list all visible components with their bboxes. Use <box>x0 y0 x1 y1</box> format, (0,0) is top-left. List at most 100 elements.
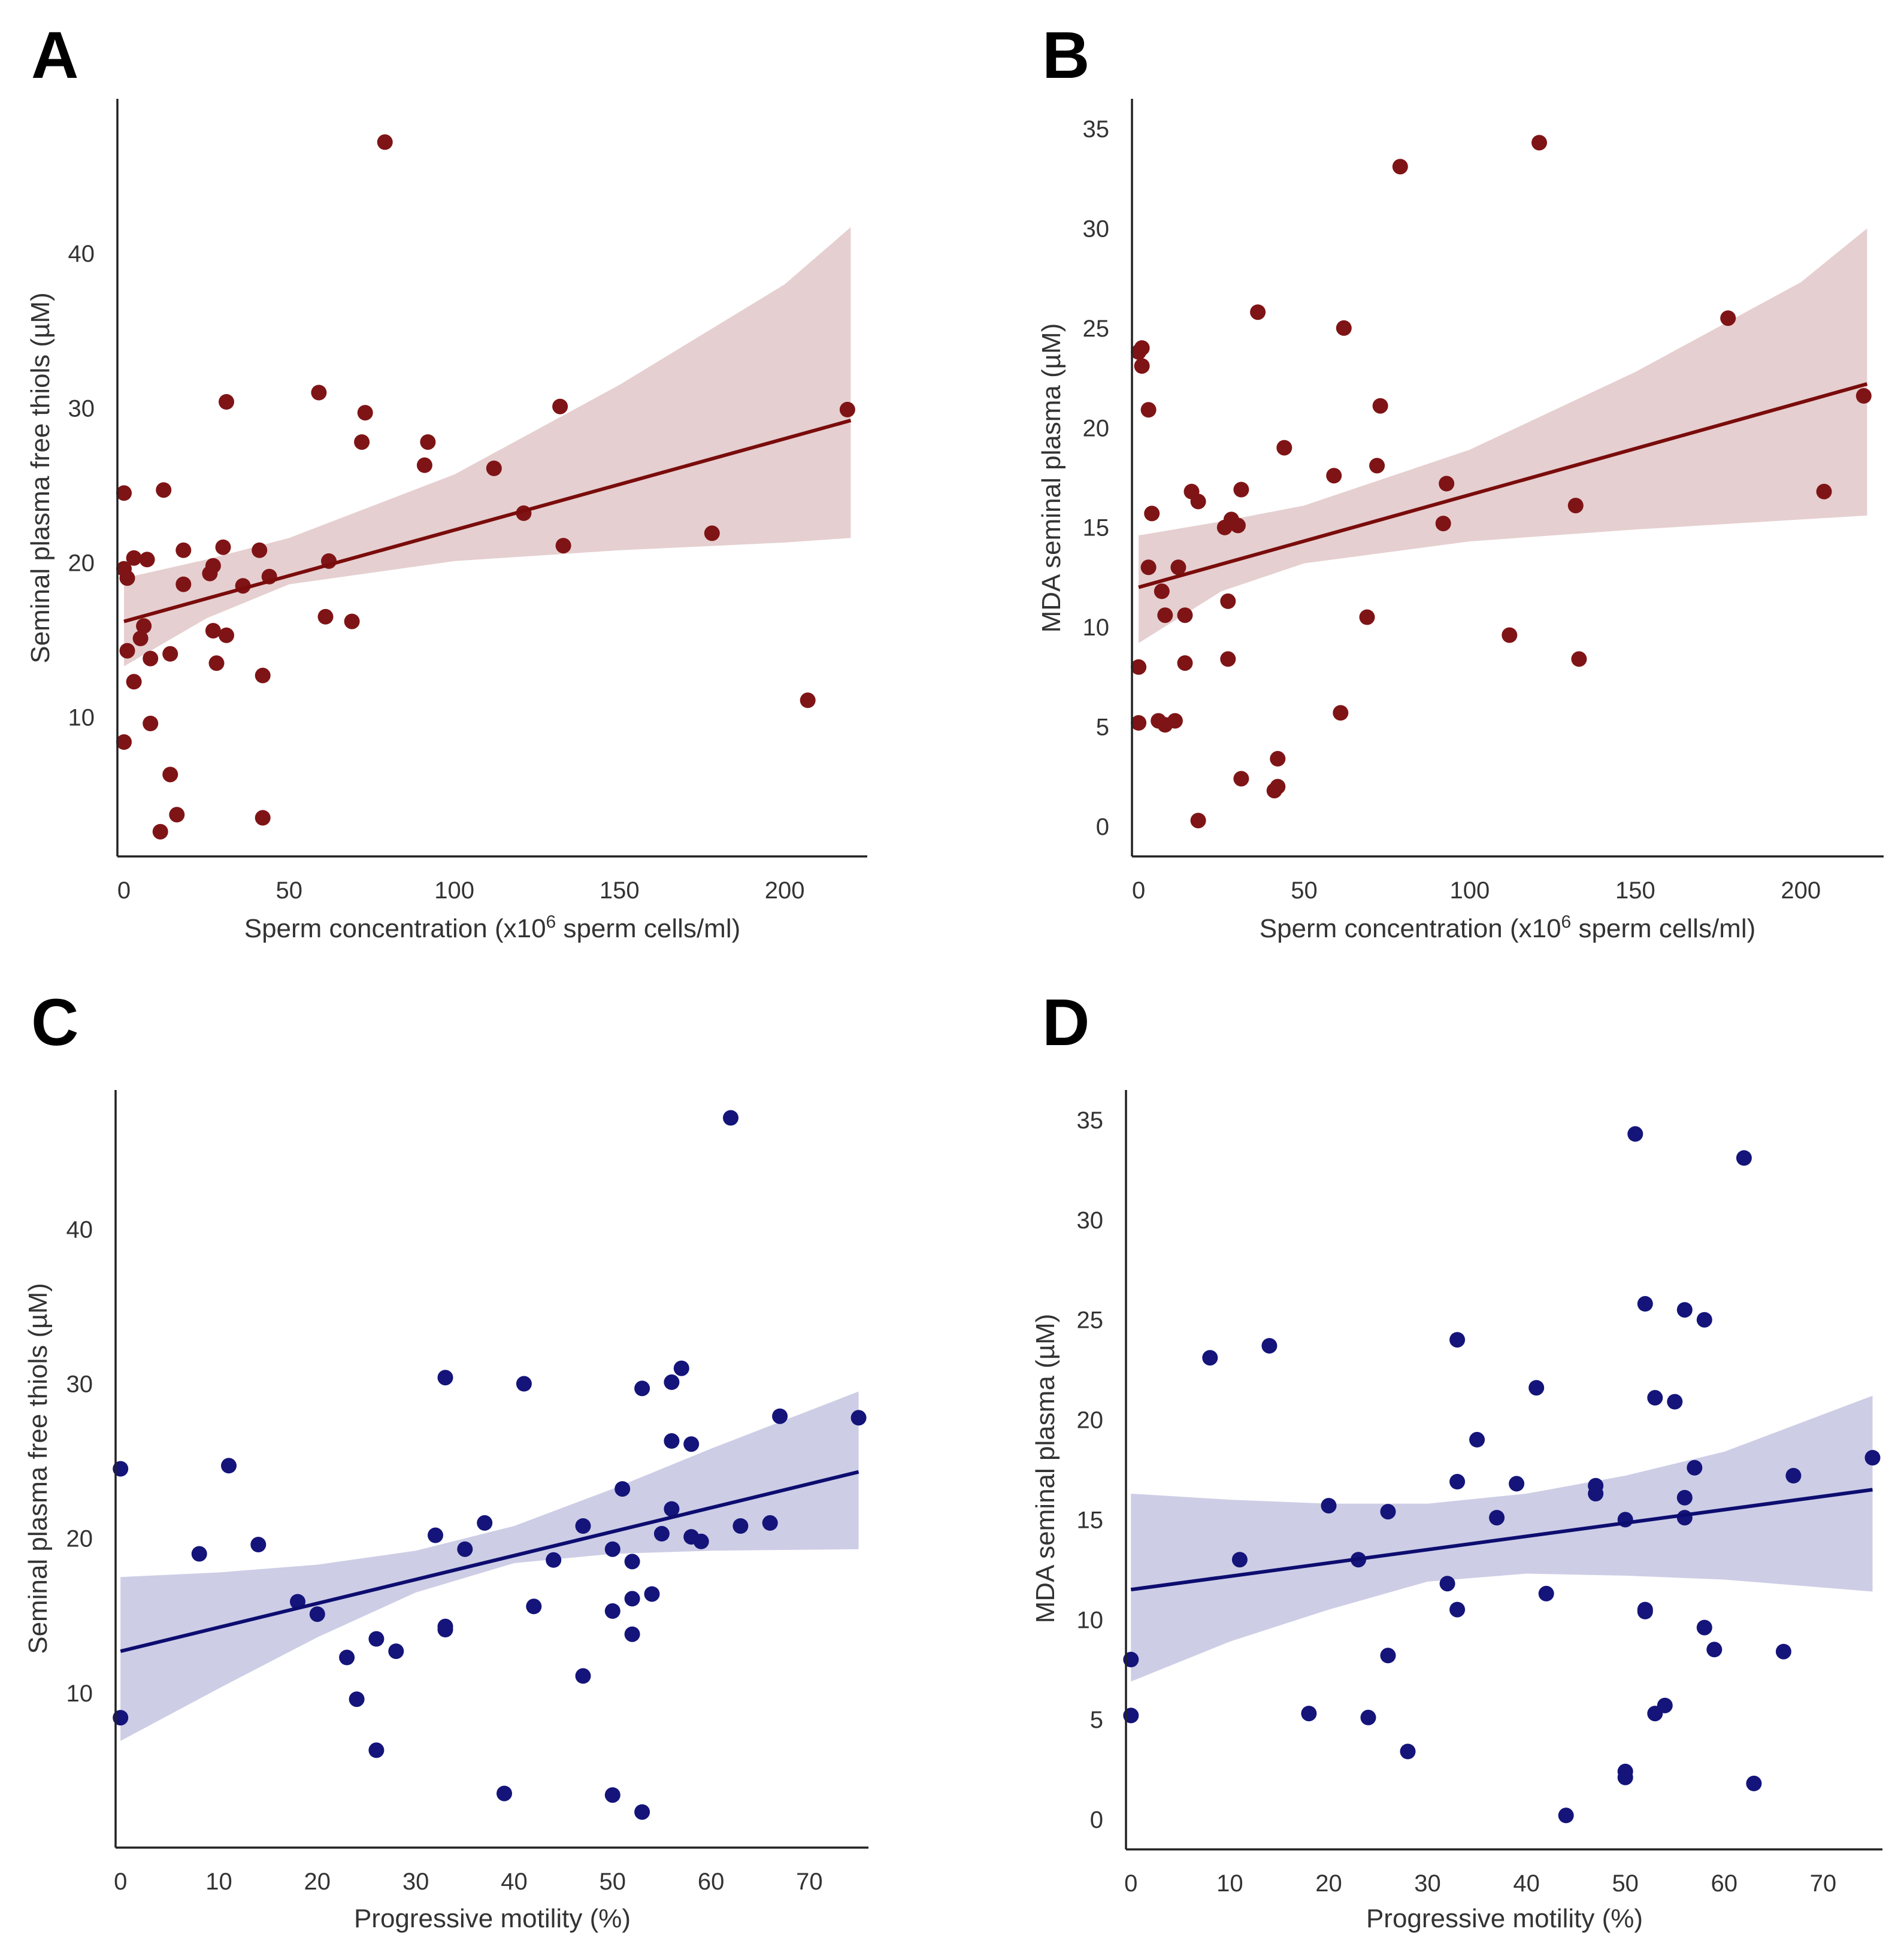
panel-d-letter: D <box>1042 986 1089 1059</box>
panel-b-data-point <box>1435 516 1451 532</box>
panel-b-x-axis-label: Sperm concentration (x106 sperm cells/ml… <box>1260 912 1756 944</box>
panel-c-y-tick-label: 20 <box>66 1526 93 1552</box>
panel-a-data-point <box>205 558 221 574</box>
panel-b-plot: 0 50 100 150 200 0 5 10 15 20 25 30 35 <box>1083 99 1884 904</box>
panel-c-y-tick-label: 40 <box>66 1216 93 1243</box>
panel-a-x-tick-label: 200 <box>765 877 805 904</box>
panel-c-data-point <box>604 1603 620 1619</box>
panel-d-data-point <box>1676 1510 1693 1526</box>
panel-d-data-point <box>1588 1486 1604 1501</box>
panel-d-y-tick-label: 30 <box>1077 1207 1104 1234</box>
panel-a-data-point <box>839 401 855 417</box>
panel-d-data-point <box>1123 1707 1139 1724</box>
panel-b-x-tick-label: 50 <box>1291 877 1318 904</box>
panel-b: B 0 50 100 150 200 0 5 10 15 20 25 30 35 Sperm conce… <box>1037 19 1884 943</box>
panel-d-y-tick-label: 25 <box>1077 1307 1104 1334</box>
panel-b-data-point <box>1816 483 1832 499</box>
panel-a-data-point <box>119 643 135 659</box>
panel-a-data-point <box>344 613 360 629</box>
panel-b-data-point <box>1230 517 1246 534</box>
panel-a-data-point <box>317 608 334 625</box>
panel-a: A 0 50 100 150 200 10 20 30 40 Sperm concentrati… <box>26 19 867 943</box>
panel-c-data-point <box>516 1376 532 1392</box>
panel-c-data-point <box>683 1436 700 1452</box>
panel-a-data-point <box>162 646 178 662</box>
panel-c-data-point <box>368 1742 385 1758</box>
panel-c-data-point <box>250 1537 267 1552</box>
panel-a-data-point <box>252 542 268 558</box>
panel-d-y-axis-label: MDA seminal plasma (µM) <box>1031 1314 1060 1624</box>
panel-d-x-tick-label: 0 <box>1124 1870 1137 1897</box>
panel-b-y-tick-label: 0 <box>1096 814 1109 840</box>
panel-b-data-point <box>1502 627 1518 643</box>
panel-d-data-point <box>1538 1585 1554 1601</box>
panel-c-data-point <box>575 1668 591 1684</box>
panel-a-data-point <box>416 457 432 473</box>
panel-b-x-tick-label: 100 <box>1450 877 1490 904</box>
panel-a-data-point <box>219 627 234 643</box>
panel-d-y-tick-label: 5 <box>1090 1707 1103 1733</box>
panel-a-regression-line <box>123 419 852 623</box>
panel-c-data-point <box>772 1408 788 1424</box>
panel-b-y-tick-label: 30 <box>1083 216 1110 242</box>
panel-a-data-point <box>175 542 192 558</box>
panel-a-data-point <box>132 631 149 646</box>
panel-d-data-point <box>1696 1312 1712 1328</box>
panel-a-data-point <box>552 398 568 414</box>
panel-c-x-tick-label: 10 <box>205 1869 232 1895</box>
panel-d-data-point <box>1509 1476 1525 1492</box>
panel-a-x-tick-label: 0 <box>117 877 131 904</box>
panel-c-data-point <box>634 1380 650 1397</box>
panel-d-plot: 0 10 20 30 40 50 60 70 0 5 10 15 20 25 30 35 <box>1077 1090 1882 1897</box>
panel-d-x-tick-label: 20 <box>1315 1870 1342 1897</box>
panel-d-x-axis-label: Progressive motility (%) <box>1366 1904 1643 1933</box>
panel-a-data-point <box>116 485 132 501</box>
panel-c-data-point <box>309 1606 325 1622</box>
panel-c-data-point <box>604 1787 620 1803</box>
panel-a-x-axis-label: Sperm concentration (x106 sperm cells/ml… <box>244 912 741 944</box>
panel-a-data-point <box>169 807 185 823</box>
panel-d-data-point <box>1696 1619 1712 1636</box>
panel-c-data-point <box>191 1546 207 1562</box>
panel-b-confidence-band <box>1139 228 1867 643</box>
panel-c-data-point <box>624 1591 640 1607</box>
panel-c-data-point <box>437 1370 453 1386</box>
panel-c-data-point <box>664 1433 680 1449</box>
panel-d-data-point <box>1449 1601 1466 1618</box>
panel-b-data-point <box>1276 440 1292 456</box>
panel-a-y-tick-label: 30 <box>68 395 95 422</box>
panel-d-data-point <box>1785 1468 1802 1483</box>
panel-d-data-point <box>1637 1603 1653 1619</box>
panel-a-data-point <box>139 552 155 568</box>
panel-c-y-tick-label: 10 <box>66 1681 93 1707</box>
panel-a-y-tick-label: 20 <box>68 550 95 577</box>
panel-b-data-point <box>1567 498 1584 514</box>
panel-d-y-tick-label: 0 <box>1090 1807 1103 1833</box>
panel-b-y-axis-label: MDA seminal plasma (µM) <box>1037 323 1066 633</box>
panel-d-data-point <box>1202 1350 1218 1366</box>
panel-a-data-point <box>357 405 373 421</box>
panel-d-y-tick-label: 15 <box>1077 1507 1104 1533</box>
panel-b-data-point <box>1233 482 1249 498</box>
panel-a-data-point <box>126 674 142 690</box>
panel-b-y-tick-label: 5 <box>1096 714 1109 741</box>
panel-b-data-point <box>1720 310 1736 326</box>
panel-c-data-point <box>664 1501 680 1517</box>
panel-c-data-point <box>615 1481 631 1497</box>
panel-a-x-tick-label: 50 <box>276 877 303 904</box>
panel-c-y-tick-label: 30 <box>66 1371 93 1398</box>
panel-d-data-point <box>1706 1642 1723 1658</box>
panel-c-data-point <box>221 1458 237 1474</box>
panel-d-y-tick-label: 35 <box>1077 1107 1104 1134</box>
panel-a-data-point <box>156 482 172 498</box>
panel-b-data-point <box>1326 468 1342 484</box>
panel-b-data-point <box>1140 402 1157 418</box>
panel-d-data-point <box>1676 1489 1693 1506</box>
panel-c-data-point <box>437 1622 453 1637</box>
panel-c-data-point <box>693 1533 709 1549</box>
panel-d-data-point <box>1360 1709 1376 1725</box>
panel-a-data-point <box>119 570 135 586</box>
panel-b-x-tick-label: 200 <box>1781 877 1821 904</box>
panel-a-data-point <box>255 667 271 683</box>
panel-c-data-point <box>732 1518 749 1534</box>
